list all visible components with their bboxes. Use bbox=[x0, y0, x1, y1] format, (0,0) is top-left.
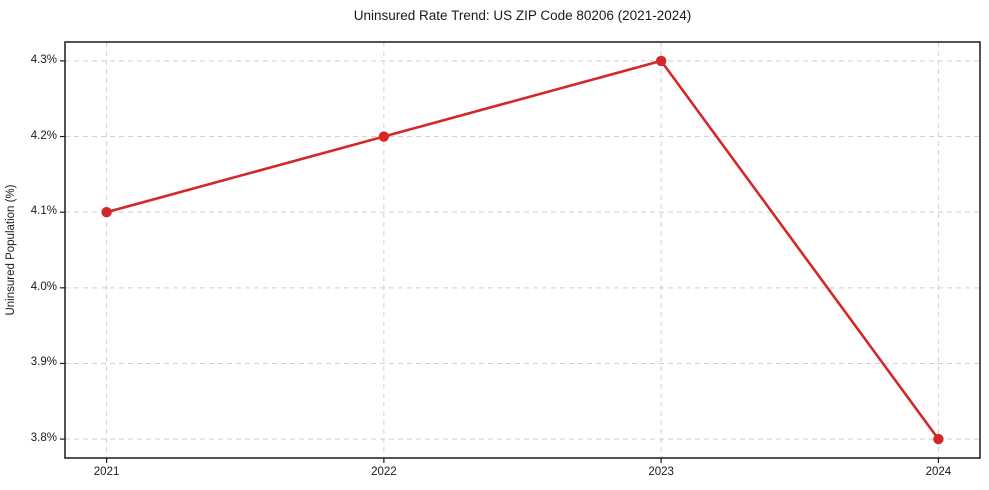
data-point bbox=[933, 433, 944, 445]
chart-title: Uninsured Rate Trend: US ZIP Code 80206 … bbox=[353, 8, 692, 23]
x-tick-label: 2023 bbox=[648, 466, 674, 478]
y-tick-label: 4.0% bbox=[30, 280, 57, 293]
data-point bbox=[378, 131, 390, 142]
y-tick-label: 4.2% bbox=[30, 129, 57, 142]
x-tick-label: 2022 bbox=[371, 466, 397, 478]
y-tick-label: 3.8% bbox=[30, 432, 57, 445]
y-tick-label: 3.9% bbox=[30, 356, 57, 369]
data-point bbox=[101, 206, 112, 218]
data-point bbox=[655, 55, 667, 67]
y-tick-label: 4.3% bbox=[30, 53, 57, 66]
y-tick-label: 4.1% bbox=[30, 205, 57, 218]
x-tick-label: 2021 bbox=[93, 466, 120, 478]
axes-spines bbox=[64, 41, 981, 459]
x-tick-label: 2024 bbox=[925, 466, 952, 478]
trend-line bbox=[105, 59, 940, 441]
